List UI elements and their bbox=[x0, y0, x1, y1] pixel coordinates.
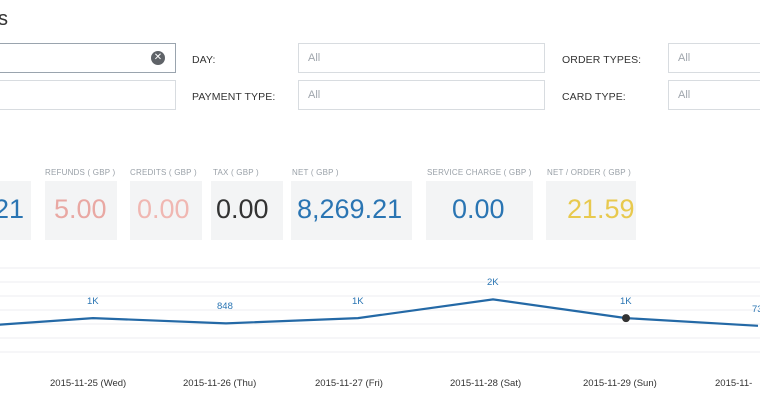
kpi-tile-orders bbox=[0, 181, 31, 240]
kpi-tile-net bbox=[291, 181, 412, 240]
order-types-label: ORDER TYPES: bbox=[562, 54, 642, 66]
kpi-label-service-charge: SERVICE CHARGE ( GBP ) bbox=[427, 168, 532, 177]
chart-x-tick-label: 2015-11-26 (Thu) bbox=[183, 378, 257, 389]
kpi-value-refunds: 5.00 bbox=[54, 194, 107, 224]
chart-data-label: 1K bbox=[620, 296, 632, 308]
kpi-tile-net-per-order bbox=[546, 181, 636, 240]
chart-x-tick-label: 2015-11- bbox=[715, 378, 753, 389]
card-type-label: CARD TYPE: bbox=[562, 91, 626, 103]
chart-data-label: 1K bbox=[87, 296, 99, 308]
chart-x-tick-label: 2015-11-25 (Wed) bbox=[50, 378, 127, 389]
kpi-tile-refunds bbox=[45, 181, 117, 240]
filter-input-row2[interactable] bbox=[0, 80, 176, 110]
kpi-tile-credits bbox=[130, 181, 202, 240]
kpi-label-net: NET ( GBP ) bbox=[292, 168, 339, 177]
kpi-label-net-per-order: NET / ORDER ( GBP ) bbox=[547, 168, 631, 177]
payment-type-label: PAYMENT TYPE: bbox=[192, 91, 276, 103]
day-select-value: All bbox=[308, 52, 321, 64]
kpi-tile-service-charge bbox=[426, 181, 533, 240]
card-type-select[interactable]: All bbox=[668, 80, 760, 110]
chart-x-tick-label: 2015-11-29 (Sun) bbox=[583, 378, 657, 389]
chart-data-label: 73 bbox=[752, 303, 760, 315]
chart-x-tick-label: 2015-11-27 (Fri) bbox=[315, 378, 383, 389]
day-label: DAY: bbox=[192, 54, 216, 66]
kpi-tile-tax bbox=[211, 181, 283, 240]
kpi-value-net: 8,269.21 bbox=[297, 194, 403, 224]
order-types-select[interactable]: All bbox=[668, 43, 760, 73]
kpi-label-tax: TAX ( GBP ) bbox=[213, 168, 259, 177]
kpi-label-credits: CREDITS ( GBP ) bbox=[130, 168, 197, 177]
payment-type-select[interactable]: All bbox=[298, 80, 545, 110]
kpi-label-refunds: REFUNDS ( GBP ) bbox=[45, 168, 116, 177]
day-select[interactable]: All bbox=[298, 43, 545, 73]
chart-series-line bbox=[0, 298, 759, 327]
clear-icon[interactable]: ✕ bbox=[151, 51, 165, 65]
card-type-select-value: All bbox=[678, 89, 691, 101]
kpi-value-credits: 0.00 bbox=[137, 194, 190, 224]
chart-x-tick-label: 2015-11-28 (Sat) bbox=[450, 378, 522, 389]
kpi-value-net-per-order: 21.59 bbox=[567, 194, 635, 224]
chart-point-highlight[interactable] bbox=[622, 314, 630, 323]
kpi-value-tax: 0.00 bbox=[216, 194, 269, 224]
page-title: s bbox=[0, 8, 8, 30]
kpi-value-orders: 21 bbox=[0, 194, 25, 224]
chart-data-label: 848 bbox=[217, 301, 233, 313]
kpi-value-service-charge: 0.00 bbox=[452, 194, 505, 224]
payment-type-select-value: All bbox=[308, 89, 321, 101]
search-input[interactable] bbox=[0, 43, 176, 73]
chart-data-label: 2K bbox=[487, 277, 499, 289]
chart-data-label: 1K bbox=[352, 296, 364, 308]
order-types-select-value: All bbox=[678, 52, 691, 64]
